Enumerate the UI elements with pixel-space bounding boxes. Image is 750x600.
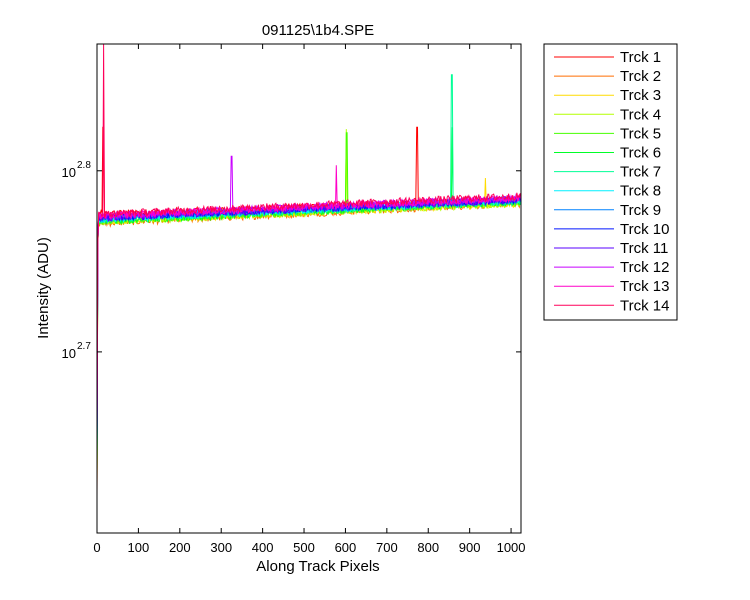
plot-border (96, 43, 522, 534)
legend-label-11: Trck 11 (620, 240, 668, 257)
plot-area (96, 43, 522, 534)
x-tick-label: 1000 (497, 540, 526, 555)
legend-label-12: Trck 12 (620, 259, 669, 276)
series-layer (96, 43, 522, 497)
x-tick-label: 800 (417, 540, 439, 555)
x-tick-label: 700 (376, 540, 398, 555)
legend-label-2: Trck 2 (620, 68, 661, 85)
legend-label-10: Trck 10 (620, 221, 669, 238)
legend-label-7: Trck 7 (620, 164, 661, 181)
x-axis: 0 100 200 300 400 500 600 700 800 900 1000 (93, 44, 526, 555)
y-tick-label-base: 10 (62, 346, 76, 361)
x-tick-label: 200 (169, 540, 191, 555)
legend-label-4: Trck 4 (620, 106, 661, 123)
legend-items: Trck 1 Trck 2 Trck 3 Trck 4 Trck 5 Trck 6 Trck… (554, 49, 669, 314)
y-tick-label-exponent: 2.7 (77, 341, 91, 352)
y-axis: 10 2.710 2.8 (62, 160, 521, 361)
x-axis-label: Along Track Pixels (256, 558, 379, 575)
legend-label-5: Trck 5 (620, 125, 661, 142)
series-line-14 (96, 43, 522, 427)
y-axis-label: Intensity (ADU) (35, 237, 52, 339)
legend-label-8: Trck 8 (620, 183, 661, 200)
x-tick-label: 600 (335, 540, 357, 555)
legend-label-9: Trck 9 (620, 202, 661, 219)
x-tick-label: 400 (252, 540, 274, 555)
x-tick-label: 500 (293, 540, 315, 555)
legend-label-6: Trck 6 (620, 145, 661, 162)
chart-title: 091125\1b4.SPE (262, 22, 374, 39)
legend-label-14: Trck 14 (620, 297, 669, 314)
legend-label-3: Trck 3 (620, 87, 661, 104)
x-tick-label: 900 (459, 540, 481, 555)
y-tick-label-exponent: 2.8 (77, 160, 91, 171)
y-tick-label-base: 10 (62, 165, 76, 180)
x-tick-label: 100 (128, 540, 150, 555)
legend: Trck 1 Trck 2 Trck 3 Trck 4 Trck 5 Trck 6 Trck… (543, 43, 678, 321)
x-tick-label: 0 (93, 540, 100, 555)
legend-label-13: Trck 13 (620, 278, 669, 295)
legend-box (543, 43, 678, 321)
legend-label-1: Trck 1 (620, 49, 661, 66)
x-tick-label: 300 (210, 540, 232, 555)
series-line-11 (96, 195, 522, 443)
